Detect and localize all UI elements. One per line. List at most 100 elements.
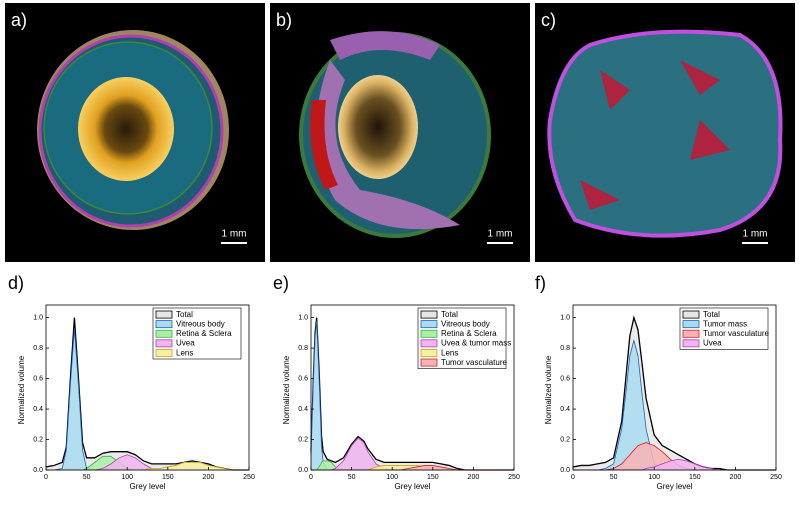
panel-label: f) [535,273,546,293]
legend-label: Tumor vasculature [703,329,770,338]
panel-label: e) [273,273,289,293]
plot-frame [310,304,515,471]
area-fill [311,460,514,470]
y-tick-label: 0.2 [33,436,43,443]
series-line [45,317,249,471]
panel-label: c) [541,10,556,30]
x-tick-label: 50 [83,474,91,481]
y-tick-label: 1.0 [560,314,570,321]
y-axis-label: Normalized volume [282,355,291,424]
legend-swatch [155,320,173,329]
panel-label: b) [276,10,292,30]
legend-label: Retina & Sclera [441,329,497,338]
legend-label: Uvea & tumor mass [441,339,511,348]
legend-label: Vitreous body [441,320,490,329]
scale-bar-label: 1 mm [222,229,247,240]
x-tick-label: 50 [610,474,618,481]
x-tick-label: 150 [427,474,439,481]
image-b: 1 mm [270,3,530,262]
panel-label: a) [11,10,27,30]
area-fill [46,456,249,470]
y-tick-label: 0.8 [298,345,308,352]
legend-swatch [420,320,438,329]
y-tick-label: 0.0 [560,467,570,474]
legend-swatch [682,329,700,338]
x-axis-label: Grey level [129,482,165,491]
area-fill [573,340,776,470]
y-tick-label: 0.4 [298,406,308,413]
x-tick-label: 0 [309,474,313,481]
x-tick-label: 100 [121,474,133,481]
legend-swatch [155,348,173,357]
x-axis-label: Grey level [394,482,430,491]
y-tick-label: 1.0 [33,314,43,321]
series-line [573,338,776,471]
area-fill [573,442,776,470]
plot-frame [45,304,250,471]
legend-label: Uvea [703,339,722,348]
x-tick-label: 0 [44,474,48,481]
x-tick-label: 0 [571,474,575,481]
image-c: 1 mm [535,3,795,262]
legend-label: Tumor vasculature [441,358,508,367]
legend-label: Retina & Sclera [176,329,232,338]
legend-swatch [155,339,173,348]
area-fill [46,454,249,470]
y-tick-label: 0.0 [298,467,308,474]
legend-label: Vitreous body [176,320,225,329]
legend-swatch [155,310,173,319]
x-tick-label: 200 [468,474,480,481]
x-tick-label: 250 [243,474,255,481]
y-tick-label: 0.8 [33,345,43,352]
y-tick-label: 0.6 [298,375,308,382]
legend-label: Uvea [176,339,195,348]
y-tick-label: 0.6 [33,375,43,382]
x-tick-label: 250 [508,474,520,481]
legend-label: Total [176,310,193,319]
x-tick-label: 100 [386,474,398,481]
x-tick-label: 200 [203,474,215,481]
area-fill [311,438,514,470]
area-fill [46,462,249,470]
legend-label: Tumor mass [703,320,747,329]
y-tick-label: 0.6 [560,375,570,382]
legend-swatch [420,339,438,348]
x-tick-label: 150 [689,474,701,481]
legend-swatch [420,358,438,367]
chart: e) 0 50 100 150 200 250 0.0 0.2 0.4 0.6 0.8 1.0 Grey … [273,273,520,491]
x-axis-label: Grey level [656,482,692,491]
legend-swatch [420,329,438,338]
panel-label: d) [8,273,24,293]
legend-swatch [682,339,700,348]
y-tick-label: 0.4 [560,406,570,413]
y-tick-label: 0.8 [560,345,570,352]
legend-label: Total [441,310,458,319]
y-tick-label: 0.4 [33,406,43,413]
legend-label: Lens [176,348,193,357]
plot-frame [572,304,777,471]
chart: f) 0 50 100 150 200 250 0.0 0.2 0.4 0.6 0.8 1.0 Grey … [535,273,782,491]
legend-label: Total [703,310,720,319]
legend-swatch [682,310,700,319]
x-tick-label: 200 [730,474,742,481]
y-axis-label: Normalized volume [17,355,26,424]
scale-bar-label: 1 mm [743,229,768,240]
area-fill [573,459,776,470]
legend-label: Lens [441,348,458,357]
y-tick-label: 0.2 [560,436,570,443]
scale-bar-label: 1 mm [488,229,513,240]
legend-swatch [420,348,438,357]
legend-swatch [155,329,173,338]
x-tick-label: 100 [648,474,660,481]
x-tick-label: 50 [348,474,356,481]
chart: d) 0 50 100 150 200 250 0.0 0.2 0.4 0.6 0.8 1.0 Grey … [8,273,255,491]
area-fill [46,328,249,470]
legend-swatch [420,310,438,319]
x-tick-label: 150 [162,474,174,481]
image-a: 1 mm [5,3,265,262]
y-axis-label: Normalized volume [544,355,553,424]
x-tick-label: 250 [770,474,782,481]
y-tick-label: 0.0 [33,467,43,474]
y-tick-label: 1.0 [298,314,308,321]
